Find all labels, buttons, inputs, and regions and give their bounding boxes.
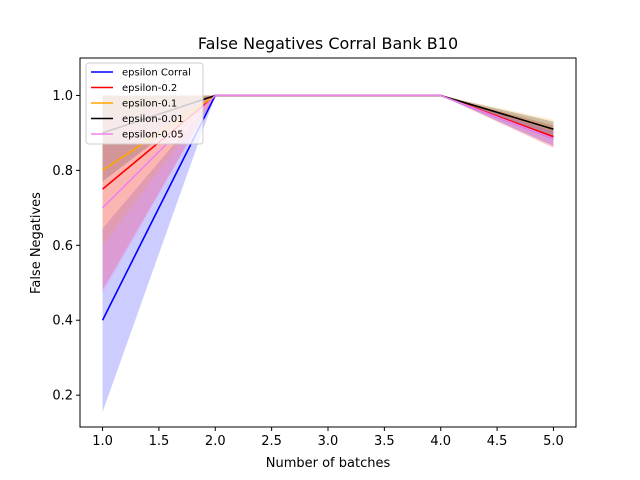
x-tick-label: 2.5 — [261, 434, 282, 449]
x-tick-label: 5.0 — [543, 434, 564, 449]
legend-label-4: epsilon-0.05 — [122, 130, 184, 141]
x-axis-ticks: 1.0 1.5 2.0 2.5 3.0 3.5 4.0 4.5 5.0 — [92, 427, 564, 449]
x-tick-label: 3.0 — [318, 434, 339, 449]
x-tick-label: 3.5 — [374, 434, 395, 449]
legend-label-1: epsilon-0.2 — [122, 83, 177, 94]
x-axis-title: Number of batches — [266, 456, 391, 471]
legend-label-2: epsilon-0.1 — [122, 99, 177, 110]
x-tick-label: 2.0 — [205, 434, 226, 449]
legend-label-3: epsilon-0.01 — [122, 114, 184, 125]
y-tick-label: 0.6 — [52, 239, 73, 254]
y-axis-title: False Negatives — [29, 192, 44, 294]
x-tick-label: 1.5 — [149, 434, 170, 449]
chart-title: False Negatives Corral Bank B10 — [198, 34, 458, 53]
y-tick-label: 0.4 — [52, 314, 73, 329]
x-tick-label: 1.0 — [92, 434, 113, 449]
y-tick-label: 0.2 — [52, 389, 73, 404]
legend: epsilon Corral epsilon-0.2 epsilon-0.1 epsi… — [85, 62, 204, 145]
x-tick-label: 4.0 — [430, 434, 451, 449]
legend-label-0: epsilon Corral — [122, 68, 191, 79]
y-axis-ticks: 0.2 0.4 0.6 0.8 1.0 — [52, 89, 80, 404]
y-tick-label: 1.0 — [52, 89, 73, 104]
y-tick-label: 0.8 — [52, 164, 73, 179]
legend-box — [85, 62, 204, 145]
x-tick-label: 4.5 — [487, 434, 508, 449]
